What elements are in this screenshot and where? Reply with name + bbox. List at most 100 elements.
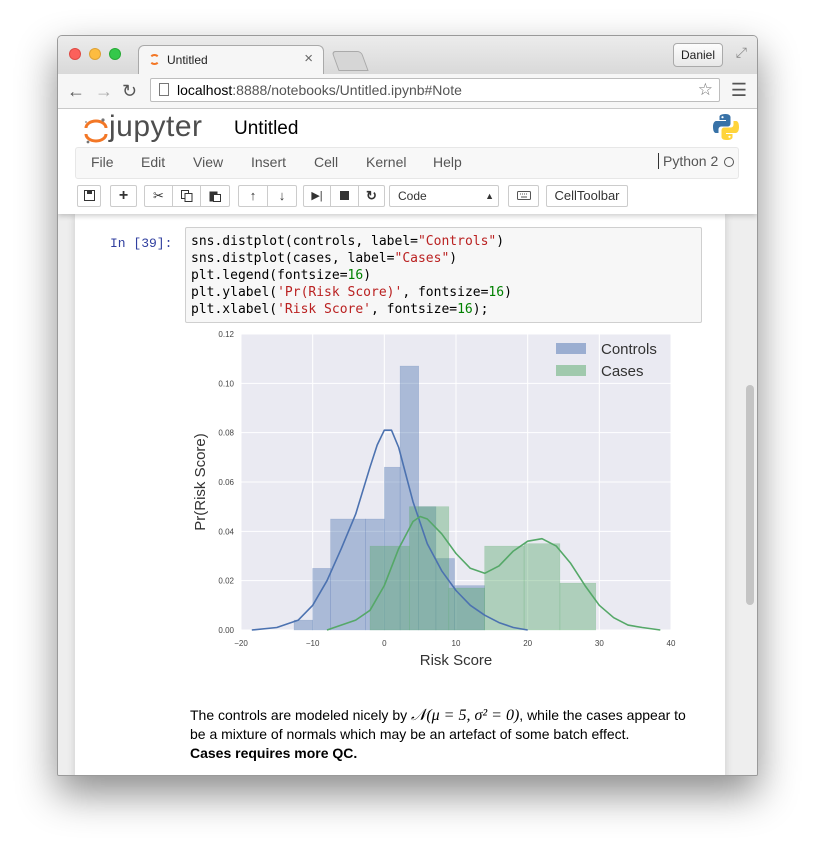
code-token: plt.xlabel( xyxy=(191,302,278,317)
histogram-bar xyxy=(448,587,485,631)
python-logo-icon xyxy=(713,114,739,140)
y-tick-label: 0.08 xyxy=(218,429,234,438)
histogram-bar xyxy=(384,466,401,631)
notebook-container: In [39]: sns.distplot(controls, label="C… xyxy=(75,214,725,775)
code-token: , fontsize= xyxy=(371,302,458,317)
y-tick-label: 0.04 xyxy=(218,527,234,536)
y-tick-label: 0.12 xyxy=(218,330,234,339)
run-cell-button[interactable]: ▶| xyxy=(303,185,331,207)
browser-tab[interactable]: Untitled × xyxy=(138,45,324,75)
menu-cell[interactable]: Cell xyxy=(314,154,339,170)
cut-button[interactable]: ✂ xyxy=(144,185,173,207)
code-token: sns.distplot(controls, label= xyxy=(191,234,418,249)
code-token: plt.ylabel( xyxy=(191,285,278,300)
arrow-down-icon: ↓ xyxy=(278,188,286,203)
code-line: sns.distplot(cases, label="Cases") xyxy=(191,250,696,267)
code-token: 16 xyxy=(457,302,473,317)
x-tick-label: 0 xyxy=(382,639,387,648)
interrupt-button[interactable] xyxy=(330,185,359,207)
code-line: plt.legend(fontsize=16) xyxy=(191,267,696,284)
x-tick-label: 40 xyxy=(667,639,676,648)
histogram-bar xyxy=(293,619,313,631)
x-axis-label: Risk Score xyxy=(420,652,493,669)
histogram-bar xyxy=(369,545,410,631)
menu-insert[interactable]: Insert xyxy=(251,154,287,170)
input-prompt: In [39]: xyxy=(110,236,173,251)
distplot-chart: −20 −10 0 10 20 30 40 0.00 0.02 0.04 0.06 0.08 0.10 0… xyxy=(192,330,676,669)
profile-button[interactable]: Daniel xyxy=(673,43,723,67)
cut-icon: ✂ xyxy=(153,188,164,203)
legend: Controls Cases xyxy=(556,341,657,380)
address-bar[interactable]: localhost:8888/notebooks/Untitled.ipynb#… xyxy=(150,78,720,102)
histogram-bar xyxy=(559,582,596,631)
minimize-window-button[interactable] xyxy=(89,48,101,60)
reload-icon[interactable]: ↻ xyxy=(122,81,138,101)
menu-view[interactable]: View xyxy=(193,154,224,170)
legend-swatch xyxy=(556,343,586,354)
arrow-up-icon: ↑ xyxy=(249,188,257,203)
histogram-bar xyxy=(330,518,366,631)
code-token: sns.distplot(cases, label= xyxy=(191,251,395,266)
code-token: "Cases" xyxy=(394,251,450,266)
save-button[interactable] xyxy=(77,185,101,207)
code-token: ) xyxy=(504,285,512,300)
page-scrollbar[interactable] xyxy=(746,385,754,605)
menu-edit[interactable]: Edit xyxy=(141,154,166,170)
jupyter-logo-text: jupyter xyxy=(109,110,203,143)
markdown-cell[interactable]: The controls are modeled nicely by 𝒩(μ =… xyxy=(190,706,700,763)
paste-icon xyxy=(209,191,221,202)
restart-kernel-button[interactable]: ↻ xyxy=(358,185,385,207)
keyboard-icon xyxy=(516,191,531,200)
x-tick-label: 10 xyxy=(452,639,461,648)
jupyter-favicon-icon xyxy=(149,54,160,65)
insert-cell-button[interactable]: + xyxy=(110,185,137,207)
menu-help[interactable]: Help xyxy=(433,154,462,170)
back-icon[interactable]: ← xyxy=(67,81,85,101)
menu-kernel[interactable]: Kernel xyxy=(366,154,407,170)
y-tick-label: 0.02 xyxy=(218,577,234,586)
histogram-bar xyxy=(418,506,437,631)
new-tab-button[interactable] xyxy=(331,51,369,71)
step-forward-icon: ▶| xyxy=(311,190,323,202)
tab-close-icon[interactable]: × xyxy=(304,50,313,67)
y-tick-label: 0.10 xyxy=(218,379,234,388)
move-down-button[interactable]: ↓ xyxy=(267,185,297,207)
legend-label: Cases xyxy=(601,363,644,380)
code-token: ) xyxy=(363,268,372,283)
fullscreen-icon[interactable]: ⤢ xyxy=(735,44,747,60)
code-token: ); xyxy=(472,302,489,317)
copy-icon xyxy=(180,190,192,202)
save-icon xyxy=(83,190,95,201)
code-token: ) xyxy=(449,251,458,266)
command-palette-button[interactable] xyxy=(508,185,539,207)
cell-type-select[interactable]: Code ▲ xyxy=(389,185,499,207)
histogram-bar xyxy=(365,518,385,631)
histogram-bar xyxy=(409,506,450,631)
celltoolbar-button[interactable]: CellToolbar xyxy=(546,185,628,207)
forward-icon[interactable]: → xyxy=(95,81,113,101)
copy-button[interactable] xyxy=(172,185,201,207)
histogram-bar xyxy=(435,558,455,631)
notebook-name[interactable]: Untitled xyxy=(234,118,299,139)
code-line: sns.distplot(controls, label="Controls") xyxy=(191,233,696,250)
browser-window: Untitled × Daniel ⤢ ← → ↻ localhost:8888… xyxy=(57,35,758,776)
x-tick-label: 20 xyxy=(523,639,532,648)
move-up-button[interactable]: ↑ xyxy=(238,185,268,207)
jupyter-logo[interactable]: jupyter xyxy=(83,110,223,144)
markdown-math: 𝒩(μ = 5, σ² = 0) xyxy=(411,707,520,724)
code-cell-input[interactable]: sns.distplot(controls, label="Controls")… xyxy=(185,227,702,323)
histogram-bar xyxy=(523,543,561,631)
kernel-name: Python 2 xyxy=(658,153,718,169)
tab-title: Untitled xyxy=(167,53,208,67)
plus-icon: + xyxy=(118,187,129,204)
histogram-bar xyxy=(454,585,485,631)
y-tick-label: 0.00 xyxy=(218,626,234,635)
paste-button[interactable] xyxy=(200,185,230,207)
bookmark-star-icon[interactable]: ☆ xyxy=(697,80,713,99)
browser-menu-icon[interactable]: ☰ xyxy=(730,80,747,100)
refresh-icon: ↻ xyxy=(366,188,377,203)
histogram-bar xyxy=(399,365,419,631)
zoom-window-button[interactable] xyxy=(109,48,121,60)
menu-file[interactable]: File xyxy=(91,154,114,170)
close-window-button[interactable] xyxy=(69,48,81,60)
